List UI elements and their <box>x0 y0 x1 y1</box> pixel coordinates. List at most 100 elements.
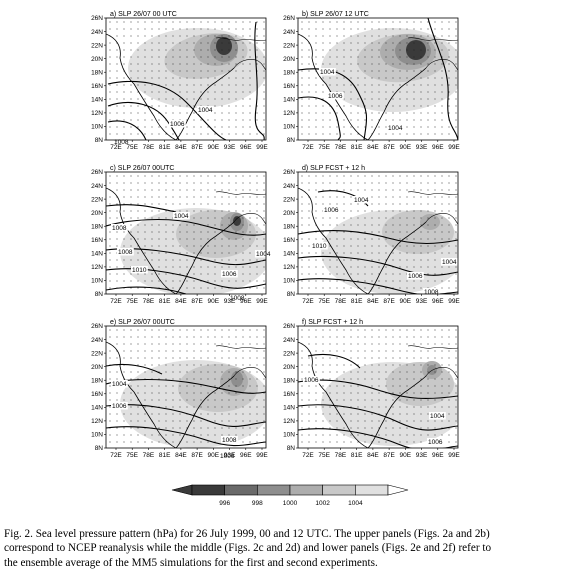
contour-label: 1004 <box>320 69 335 76</box>
panel-title: a) SLP 26/07 00 UTC <box>110 11 177 18</box>
lon-tick-label: 96E <box>240 298 252 305</box>
lon-tick-label: 75E <box>318 144 330 151</box>
panel-e: 1004 1006 1008 1006 e) SLP 26/07 00UTC 26N 24N… <box>78 316 270 460</box>
lon-tick-label: 93E <box>224 298 236 305</box>
contour-label: 1004 <box>442 259 457 266</box>
lat-tick-label: 16N <box>91 237 103 244</box>
coastline <box>106 187 235 294</box>
lon-tick-label: 81E <box>159 452 171 459</box>
lon-tick-label: 96E <box>240 144 252 151</box>
lon-tick-label: 90E <box>208 144 220 151</box>
lon-tick-label: 93E <box>416 144 428 151</box>
lat-tick-label: 14N <box>91 405 103 412</box>
coastline <box>106 341 235 448</box>
contour-label: 1004 <box>112 381 127 388</box>
lat-tick-label: 26N <box>283 169 295 176</box>
lat-tick-label: 8N <box>95 445 104 452</box>
lat-tick-label: 8N <box>287 291 296 298</box>
contour-label: 1006 <box>304 377 319 384</box>
colorbar: 996 998 1000 1002 1004 <box>170 483 410 513</box>
lon-tick-label: 84E <box>367 298 379 305</box>
panel-title: c) SLP 26/07 00UTC <box>110 165 174 172</box>
lon-tick-label: 90E <box>208 452 220 459</box>
lat-tick-label: 14N <box>91 251 103 258</box>
lon-tick-label: 75E <box>126 298 138 305</box>
lat-tick-label: 24N <box>91 337 103 344</box>
lon-tick-label: 84E <box>175 144 187 151</box>
panel-d: 1004 1006 1010 1004 1006 1008 d) SLP FCST + 12… <box>270 162 462 306</box>
contour-label: 1004 <box>430 413 445 420</box>
contour-label: 1006 <box>112 403 127 410</box>
lat-tick-label: 10N <box>91 124 103 131</box>
isobar-line <box>107 102 181 140</box>
lon-tick-label: 84E <box>175 298 187 305</box>
country-border <box>407 37 458 71</box>
lat-tick-label: 14N <box>91 97 103 104</box>
contour-label: 1004 <box>198 107 213 114</box>
lon-tick-label: 96E <box>432 144 444 151</box>
lon-tick-label: 72E <box>110 452 122 459</box>
pressure-shade <box>406 40 426 60</box>
contour-label: 1006 <box>328 93 343 100</box>
contour-label: 1006 <box>170 121 185 128</box>
lat-tick-label: 18N <box>91 377 103 384</box>
isobar-line <box>106 286 187 294</box>
lat-tick-label: 8N <box>95 291 104 298</box>
lat-tick-label: 18N <box>283 69 295 76</box>
lat-tick-label: 18N <box>283 377 295 384</box>
isobar-line <box>106 268 266 289</box>
map-f: 1006 1004 1006 f) SLP FCST + 12 h 26N 24N 22N 2… <box>283 319 460 459</box>
contour-label: 1008 <box>424 289 439 296</box>
isobar-line <box>106 363 163 375</box>
lon-tick-label: 87E <box>383 144 395 151</box>
coastline <box>298 341 427 448</box>
lon-tick-label: 93E <box>416 298 428 305</box>
lon-tick-label: 75E <box>126 144 138 151</box>
lat-tick-label: 24N <box>283 337 295 344</box>
lat-tick-label: 20N <box>91 210 103 217</box>
colorbar-label: 1002 <box>315 500 330 507</box>
isobar-line <box>298 96 341 140</box>
contour-label: 1010 <box>312 243 327 250</box>
panel-c: 1008 1004 1008 1010 1004 1006 1008 c) SLP 26/07… <box>78 162 272 306</box>
contour-label: 1004 <box>388 125 403 132</box>
lat-tick-label: 22N <box>283 196 295 203</box>
lat-tick-label: 16N <box>91 391 103 398</box>
contour-label: 1004 <box>256 251 271 258</box>
colorbar-label: 996 <box>219 500 230 507</box>
lon-tick-label: 78E <box>143 452 155 459</box>
lat-tick-label: 26N <box>91 15 103 22</box>
lat-tick-label: 26N <box>283 323 295 330</box>
lat-tick-label: 26N <box>91 169 103 176</box>
lat-tick-label: 12N <box>283 264 295 271</box>
lon-tick-label: 90E <box>400 452 412 459</box>
lon-tick-label: 72E <box>110 144 122 151</box>
caption-line-1: Fig. 2. Sea level pressure pattern (hPa)… <box>4 528 490 540</box>
lat-tick-label: 8N <box>287 137 296 144</box>
lon-tick-label: 75E <box>318 452 330 459</box>
panel-title: e) SLP 26/07 00UTC <box>110 319 175 326</box>
isobar-line <box>107 80 227 140</box>
lat-tick-label: 24N <box>283 29 295 36</box>
colorbar-label: 1000 <box>283 500 298 507</box>
lon-tick-label: 81E <box>351 144 363 151</box>
lon-tick-label: 84E <box>175 452 187 459</box>
panel-b: 1004 1006 1004 b) SLP 26/07 12 UTC 26N 24N 22N… <box>270 8 462 152</box>
colorbar-label: 1004 <box>348 500 363 507</box>
lat-tick-label: 12N <box>283 110 295 117</box>
panel-title: b) SLP 26/07 12 UTC <box>302 11 369 18</box>
lat-tick-label: 18N <box>283 223 295 230</box>
lat-tick-label: 10N <box>91 278 103 285</box>
contour-label: 1010 <box>132 267 147 274</box>
lon-tick-label: 99E <box>448 298 460 305</box>
lon-tick-label: 87E <box>383 452 395 459</box>
contour-label: 1006 <box>220 453 235 460</box>
lat-tick-label: 10N <box>91 432 103 439</box>
lon-tick-label: 72E <box>302 298 314 305</box>
lat-tick-label: 14N <box>283 405 295 412</box>
colorbar-swatch <box>289 484 323 496</box>
map-d: 1004 1006 1010 1004 1006 1008 d) SLP FCST + 12… <box>283 165 460 305</box>
lon-tick-label: 78E <box>335 452 347 459</box>
country-border <box>215 345 266 379</box>
lat-tick-label: 24N <box>91 183 103 190</box>
